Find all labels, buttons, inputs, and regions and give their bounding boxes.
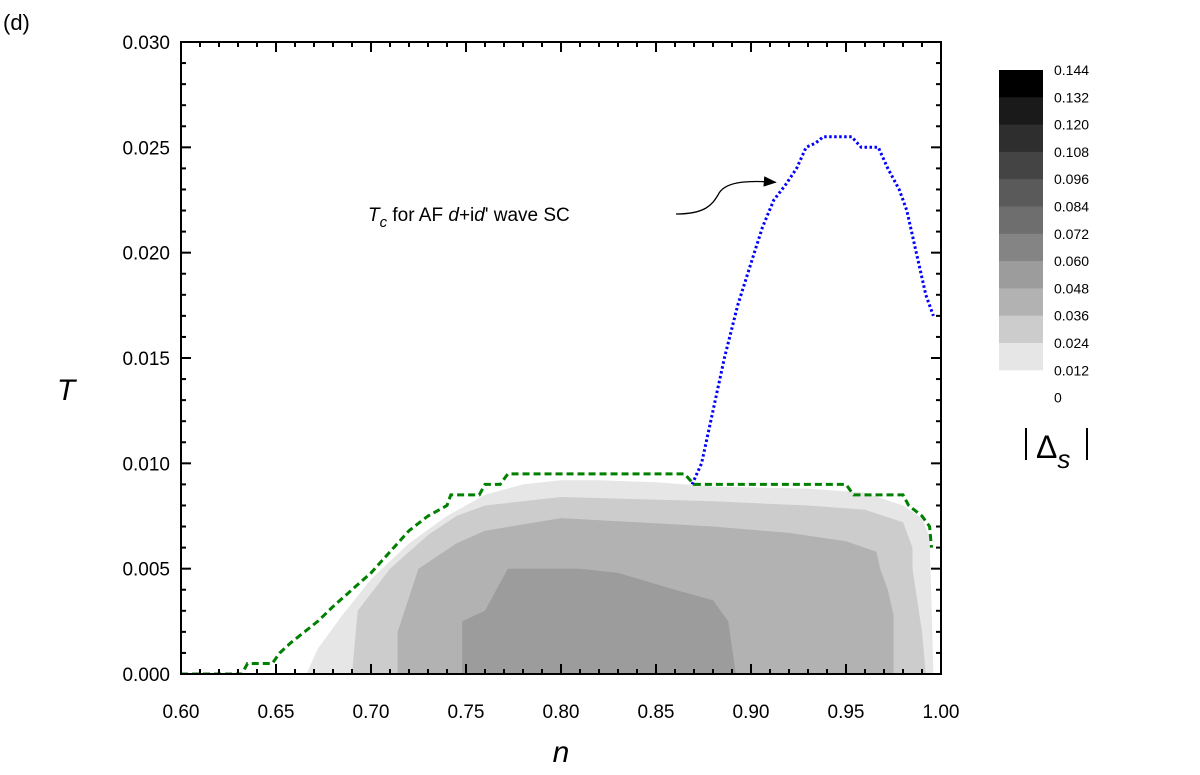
colorbar-swatch — [999, 315, 1043, 344]
x-axis-title: n — [553, 736, 570, 769]
x-tick-label: 0.95 — [828, 702, 865, 723]
y-tick-labels: 0.000 0.005 0.010 0.015 0.020 0.025 0.030 — [122, 33, 170, 686]
y-tick-label: 0.020 — [122, 244, 170, 265]
colorbar-label: 0.144 — [1054, 62, 1089, 78]
colorbar-label: 0.048 — [1054, 280, 1089, 296]
y-tick-label: 0.025 — [122, 138, 170, 159]
colorbar-swatch — [999, 288, 1043, 317]
contour-region-3 — [462, 568, 736, 674]
colorbar-label: 0 — [1054, 390, 1062, 406]
x-tick-label: 0.75 — [448, 702, 485, 723]
colorbar-label: 0.120 — [1054, 117, 1089, 133]
x-tick-label: 0.65 — [258, 702, 295, 723]
y-tick-label: 0.005 — [122, 560, 170, 581]
panel-label: (d) — [3, 10, 30, 35]
x-tick-label: 1.00 — [923, 702, 960, 723]
annotation-part: for AF — [387, 205, 448, 226]
tc-dotted-line — [690, 135, 935, 486]
annotation-part: c — [380, 214, 388, 231]
contour-fills — [306, 480, 934, 674]
colorbar-label: 0.024 — [1054, 335, 1089, 351]
colorbar-swatch — [999, 124, 1043, 153]
colorbar-swatch — [999, 206, 1043, 235]
colorbar-label: 0.060 — [1054, 253, 1089, 269]
y-tick-label: 0.010 — [122, 454, 170, 475]
annotation-part: T — [368, 205, 381, 226]
colorbar-swatch — [999, 370, 1043, 399]
colorbar-label: 0.132 — [1054, 89, 1089, 105]
annotation-part: +i — [459, 205, 474, 226]
y-tick-label: 0.000 — [122, 665, 170, 686]
colorbar-swatch — [999, 179, 1043, 207]
boundary-dashed-line — [181, 472, 933, 674]
colorbar-swatch — [999, 70, 1043, 98]
y-tick-label: 0.030 — [122, 33, 170, 54]
x-tick-label: 0.70 — [353, 702, 390, 723]
y-axis-title: T — [57, 374, 78, 407]
annotation-arrow — [675, 176, 777, 215]
annotation-part: ' wave SC — [485, 205, 570, 226]
tc-annotation: Tc for AF d+id' wave SC — [368, 176, 777, 231]
colorbar-swatch — [999, 261, 1043, 289]
colorbar-legend: 0.144 0.132 0.120 0.108 0.096 0.084 0.072 0.060… — [999, 62, 1089, 474]
y-tick-label: 0.015 — [122, 349, 170, 370]
x-tick-label: 0.85 — [638, 702, 675, 723]
tc-annotation-text: Tc for AF d+id' wave SC — [368, 205, 570, 231]
colorbar-label: 0.072 — [1054, 226, 1089, 242]
legend-title-symbol: Δ — [1036, 429, 1057, 465]
x-tick-label: 0.90 — [733, 702, 770, 723]
annotation-part: d — [474, 205, 486, 226]
colorbar-label: 0.084 — [1054, 199, 1089, 215]
colorbar-swatch — [999, 97, 1043, 126]
colorbar-label: 0.108 — [1054, 144, 1089, 160]
legend-title: Δs — [1036, 429, 1070, 474]
x-tick-label: 0.80 — [543, 702, 580, 723]
colorbar-label: 0.012 — [1054, 362, 1089, 378]
colorbar-label: 0.096 — [1054, 171, 1089, 187]
colorbar-label: 0.036 — [1054, 308, 1089, 324]
series-lines — [181, 135, 935, 674]
annotation-part: d — [448, 205, 460, 226]
colorbar-swatch — [999, 151, 1043, 180]
axis-ticks — [180, 41, 942, 675]
x-tick-labels: 0.60 0.65 0.70 0.75 0.80 0.85 0.90 0.95 1.00 — [163, 702, 960, 723]
colorbar-swatch — [999, 343, 1043, 371]
colorbar-swatch — [999, 233, 1043, 262]
x-tick-label: 0.60 — [163, 702, 200, 723]
legend-title-subscript: s — [1057, 444, 1070, 474]
